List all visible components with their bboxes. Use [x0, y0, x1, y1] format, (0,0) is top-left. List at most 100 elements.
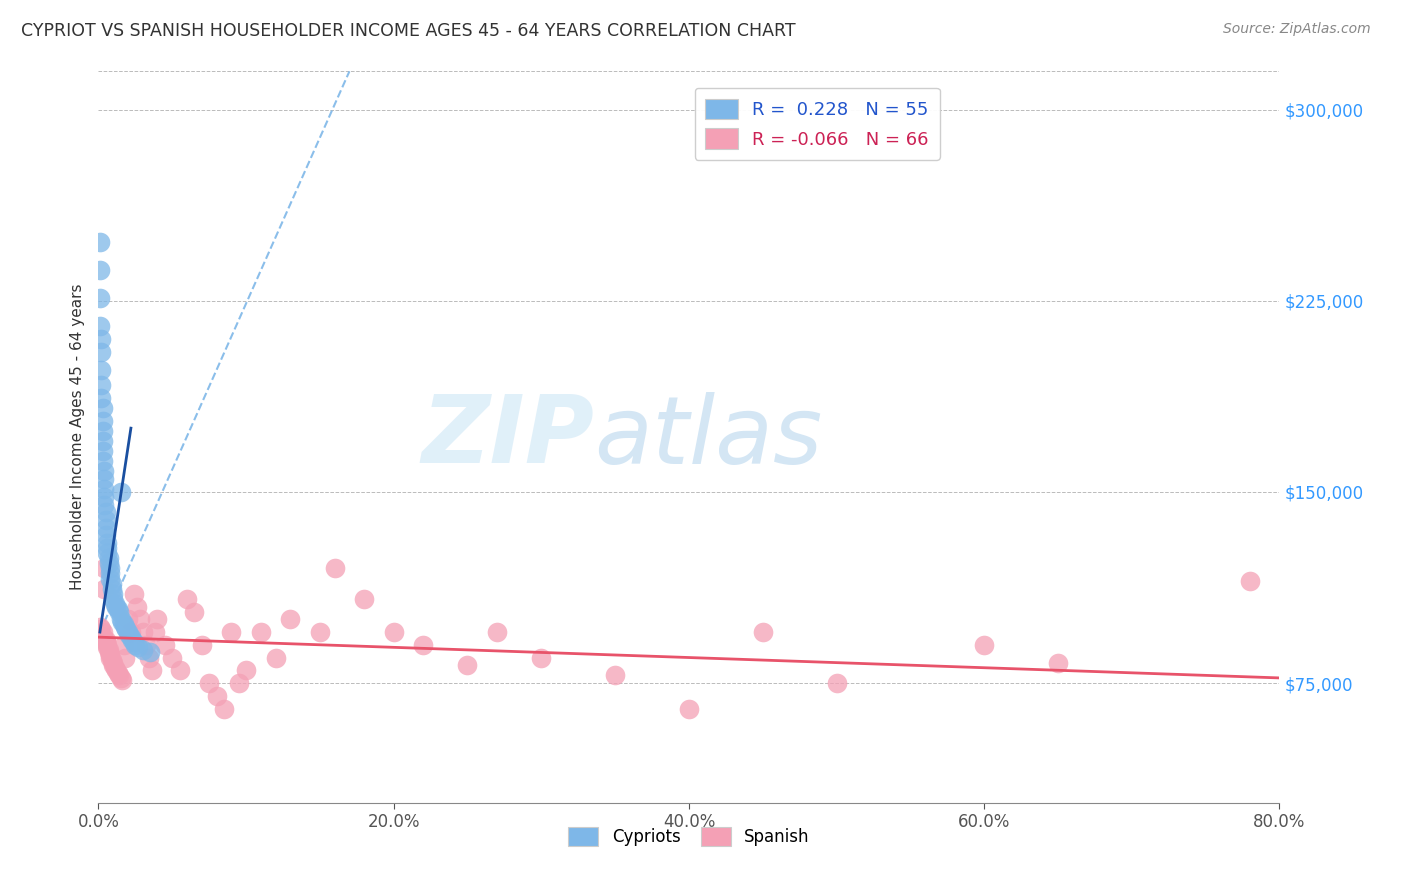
Point [103, 658, 125, 673]
Point [94, 513, 117, 527]
Point [146, 612, 169, 626]
Point [280, 612, 302, 626]
Point [323, 561, 346, 575]
Point [118, 627, 141, 641]
Point [103, 656, 125, 670]
Point [412, 638, 434, 652]
Point [125, 599, 148, 614]
Point [103, 591, 125, 606]
Point [91, 401, 114, 415]
Point [112, 638, 135, 652]
Point [114, 650, 136, 665]
Point [94, 635, 117, 649]
Point [111, 673, 134, 688]
Point [143, 625, 166, 640]
Point [93, 498, 115, 512]
Point [124, 638, 146, 652]
Point [117, 612, 139, 626]
Point [93, 490, 115, 504]
Point [752, 625, 775, 640]
Point [90, 344, 112, 359]
Point [122, 635, 145, 649]
Point [212, 701, 235, 715]
Point [169, 663, 191, 677]
Point [120, 630, 142, 644]
Text: atlas: atlas [595, 392, 823, 483]
Point [530, 650, 553, 665]
Point [108, 668, 131, 682]
Point [91, 434, 114, 448]
Point [100, 653, 122, 667]
Point [89, 319, 111, 334]
Point [153, 638, 176, 652]
Point [110, 612, 132, 626]
Point [605, 668, 627, 682]
Point [89, 620, 111, 634]
Point [91, 444, 114, 458]
Point [97, 556, 120, 570]
Point [112, 617, 135, 632]
Point [115, 623, 138, 637]
Point [139, 645, 162, 659]
Point [94, 520, 117, 534]
Text: Source: ZipAtlas.com: Source: ZipAtlas.com [1223, 22, 1371, 37]
Point [98, 650, 121, 665]
Point [183, 605, 205, 619]
Point [132, 643, 155, 657]
Point [97, 645, 120, 659]
Point [93, 472, 115, 486]
Point [97, 551, 120, 566]
Point [91, 424, 114, 438]
Y-axis label: Householder Income Ages 45 - 64 years: Householder Income Ages 45 - 64 years [69, 284, 84, 591]
Point [91, 630, 114, 644]
Point [205, 689, 228, 703]
Point [90, 623, 112, 637]
Point [107, 602, 129, 616]
Point [105, 663, 128, 677]
Point [90, 362, 112, 376]
Point [198, 676, 221, 690]
Point [162, 650, 183, 665]
Point [486, 625, 509, 640]
Point [96, 640, 118, 655]
Point [91, 625, 114, 640]
Point [228, 676, 250, 690]
Point [353, 591, 375, 606]
Point [100, 582, 122, 596]
Point [90, 391, 112, 405]
Point [825, 676, 848, 690]
Point [96, 541, 118, 555]
Point [98, 648, 121, 662]
Point [678, 701, 700, 715]
Point [114, 620, 136, 634]
Point [104, 597, 127, 611]
Point [107, 665, 129, 680]
Point [104, 661, 127, 675]
Point [98, 572, 121, 586]
Point [91, 413, 114, 427]
Point [138, 650, 160, 665]
Point [110, 671, 132, 685]
Point [973, 638, 995, 652]
Point [110, 484, 132, 499]
Point [128, 612, 150, 626]
Point [96, 638, 118, 652]
Point [90, 377, 112, 392]
Point [100, 576, 122, 591]
Point [122, 587, 145, 601]
Point [96, 546, 118, 560]
Point [135, 638, 157, 652]
Point [250, 625, 273, 640]
Point [457, 658, 479, 673]
Point [103, 587, 125, 601]
Legend: Cypriots, Spanish: Cypriots, Spanish [562, 821, 815, 853]
Point [127, 640, 149, 655]
Point [96, 536, 118, 550]
Point [91, 454, 114, 468]
Point [111, 615, 134, 629]
Point [93, 582, 115, 596]
Point [89, 235, 111, 249]
Point [97, 643, 120, 657]
Text: CYPRIOT VS SPANISH HOUSEHOLDER INCOME AGES 45 - 64 YEARS CORRELATION CHART: CYPRIOT VS SPANISH HOUSEHOLDER INCOME AG… [21, 22, 796, 40]
Point [94, 505, 117, 519]
